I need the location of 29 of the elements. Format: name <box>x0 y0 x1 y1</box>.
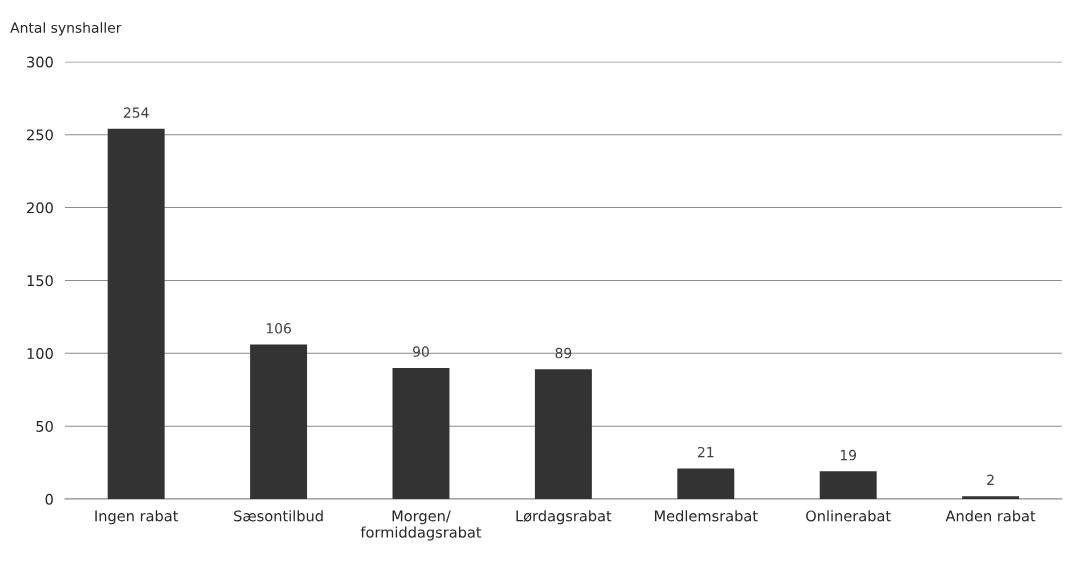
y-tick-label: 100 <box>27 348 53 360</box>
y-tick-label: 150 <box>27 275 53 287</box>
x-tick-label: Anden rabat <box>945 510 1036 522</box>
data-label: 21 <box>697 446 714 458</box>
x-tick-label: Morgen/ formiddagsrabat <box>360 510 482 541</box>
bar <box>392 367 450 500</box>
data-label: 90 <box>413 346 429 357</box>
bar <box>534 369 592 500</box>
y-tick-label: 200 <box>27 202 53 214</box>
data-label: 254 <box>123 107 149 118</box>
bar <box>962 496 1020 500</box>
bar <box>250 344 308 500</box>
x-tick-label: Lørdagsrabat <box>516 510 612 525</box>
y-tick-label: 0 <box>45 493 53 505</box>
x-tick-label: Onlinerabat <box>806 510 891 522</box>
x-tick-label: Sæsontilbud <box>234 510 323 522</box>
bar <box>677 468 735 500</box>
bar <box>819 471 877 500</box>
data-label: 106 <box>266 323 291 334</box>
bar <box>107 128 165 500</box>
x-tick-label: Ingen rabat <box>95 510 179 525</box>
y-tick-label: 300 <box>27 56 53 68</box>
data-label: 2 <box>987 474 994 485</box>
y-tick-label: 50 <box>36 420 53 432</box>
data-label: 89 <box>555 347 572 359</box>
y-axis-title: Antal synshaller <box>10 22 122 36</box>
data-label: 19 <box>840 449 857 461</box>
x-tick-label: Medlemsrabat <box>654 510 758 522</box>
y-tick-label: 250 <box>27 129 53 141</box>
